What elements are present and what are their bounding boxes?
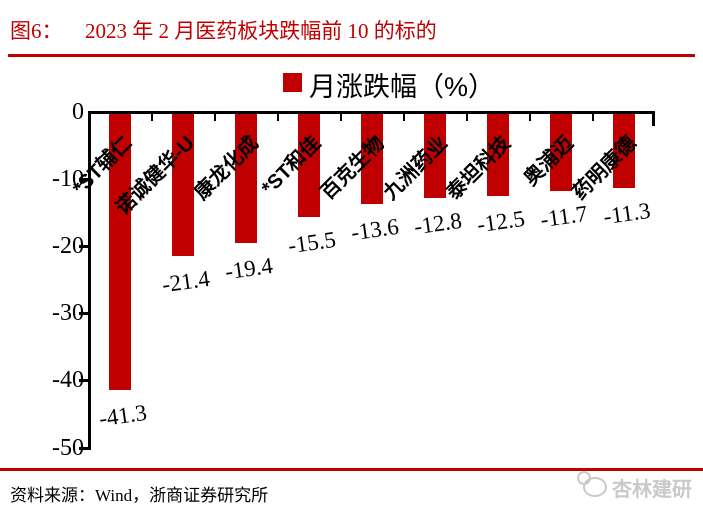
x-axis-line <box>88 111 655 114</box>
y-tick-label: -40 <box>52 367 84 394</box>
bar <box>360 114 383 204</box>
legend-color-swatch <box>283 73 302 92</box>
y-tick-label: -20 <box>52 233 84 260</box>
y-axis-tick <box>79 379 88 383</box>
x-axis-tick <box>214 114 216 121</box>
y-axis-tick <box>79 178 88 182</box>
x-axis-tick <box>529 114 531 121</box>
figure-number-label: 图6： <box>10 19 63 43</box>
x-axis-tick <box>592 114 594 121</box>
bar <box>612 114 635 189</box>
y-tick-label: 0 <box>72 99 84 125</box>
bar <box>234 114 257 243</box>
bar <box>297 114 320 217</box>
watermark-text: 杏林建研 <box>612 479 692 501</box>
x-axis-tick <box>466 114 468 121</box>
bar <box>423 114 446 199</box>
y-axis-line <box>88 111 91 450</box>
data-source-text: 资料来源：Wind，浙商证券研究所 <box>10 486 269 505</box>
x-axis-end-tick <box>652 114 655 126</box>
legend-label: 月涨跌幅（%） <box>309 72 496 102</box>
y-tick-label: -30 <box>52 300 84 327</box>
y-tick-label: -50 <box>52 434 84 461</box>
x-axis-tick <box>403 114 405 121</box>
y-axis-tick <box>79 312 88 316</box>
watermark-logo-icon <box>577 471 607 497</box>
x-axis-tick <box>151 114 153 121</box>
x-axis-tick <box>340 114 342 121</box>
bar <box>486 114 509 197</box>
bar <box>108 114 131 390</box>
figure-title: 2023 年 2 月医药板块跌幅前 10 的标的 <box>85 19 437 43</box>
y-axis-tick <box>79 245 88 249</box>
x-axis-tick <box>277 114 279 121</box>
bar <box>171 114 194 257</box>
title-divider-line <box>8 54 695 57</box>
y-axis-tick <box>79 446 88 450</box>
y-tick-label: -10 <box>52 166 84 193</box>
bar <box>549 114 572 191</box>
footer-divider-line <box>0 468 703 471</box>
